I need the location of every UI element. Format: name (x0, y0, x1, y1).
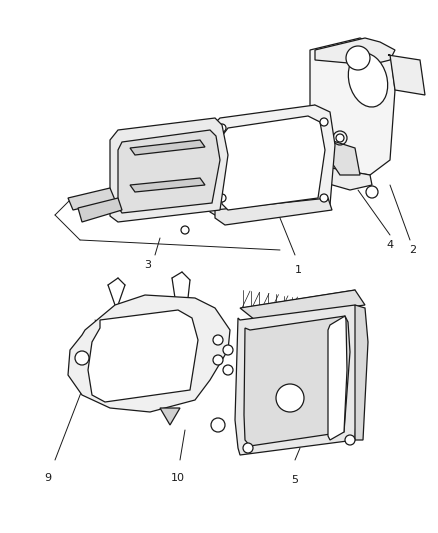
Polygon shape (328, 316, 347, 440)
Circle shape (243, 443, 253, 453)
Text: 3: 3 (145, 260, 152, 270)
Polygon shape (330, 140, 360, 175)
Circle shape (320, 194, 328, 202)
Polygon shape (310, 38, 395, 175)
Polygon shape (215, 198, 332, 225)
Polygon shape (110, 118, 228, 222)
Circle shape (346, 46, 370, 70)
Polygon shape (210, 105, 335, 218)
Polygon shape (222, 116, 325, 210)
Polygon shape (68, 188, 115, 210)
Circle shape (366, 186, 378, 198)
Polygon shape (244, 316, 350, 446)
Ellipse shape (348, 53, 388, 107)
Text: 4: 4 (386, 240, 394, 250)
Polygon shape (240, 290, 365, 320)
Circle shape (213, 335, 223, 345)
Circle shape (218, 124, 226, 132)
Polygon shape (130, 178, 205, 192)
Text: 10: 10 (171, 473, 185, 483)
Polygon shape (315, 165, 372, 190)
Polygon shape (235, 305, 360, 455)
Polygon shape (160, 408, 180, 425)
Polygon shape (388, 55, 425, 95)
Text: 5: 5 (292, 475, 299, 485)
Circle shape (211, 418, 225, 432)
Circle shape (218, 194, 226, 202)
Circle shape (223, 345, 233, 355)
Circle shape (223, 365, 233, 375)
Polygon shape (130, 140, 205, 155)
Polygon shape (315, 38, 395, 65)
Circle shape (181, 226, 189, 234)
Circle shape (276, 384, 304, 412)
Text: 1: 1 (294, 265, 301, 275)
Polygon shape (68, 295, 230, 412)
Circle shape (75, 351, 89, 365)
Circle shape (336, 134, 344, 142)
Polygon shape (355, 305, 368, 440)
Circle shape (213, 355, 223, 365)
Text: 2: 2 (410, 245, 417, 255)
Polygon shape (118, 130, 220, 213)
Polygon shape (78, 198, 122, 222)
Circle shape (345, 435, 355, 445)
Circle shape (320, 118, 328, 126)
Polygon shape (88, 310, 198, 402)
Text: 9: 9 (44, 473, 52, 483)
